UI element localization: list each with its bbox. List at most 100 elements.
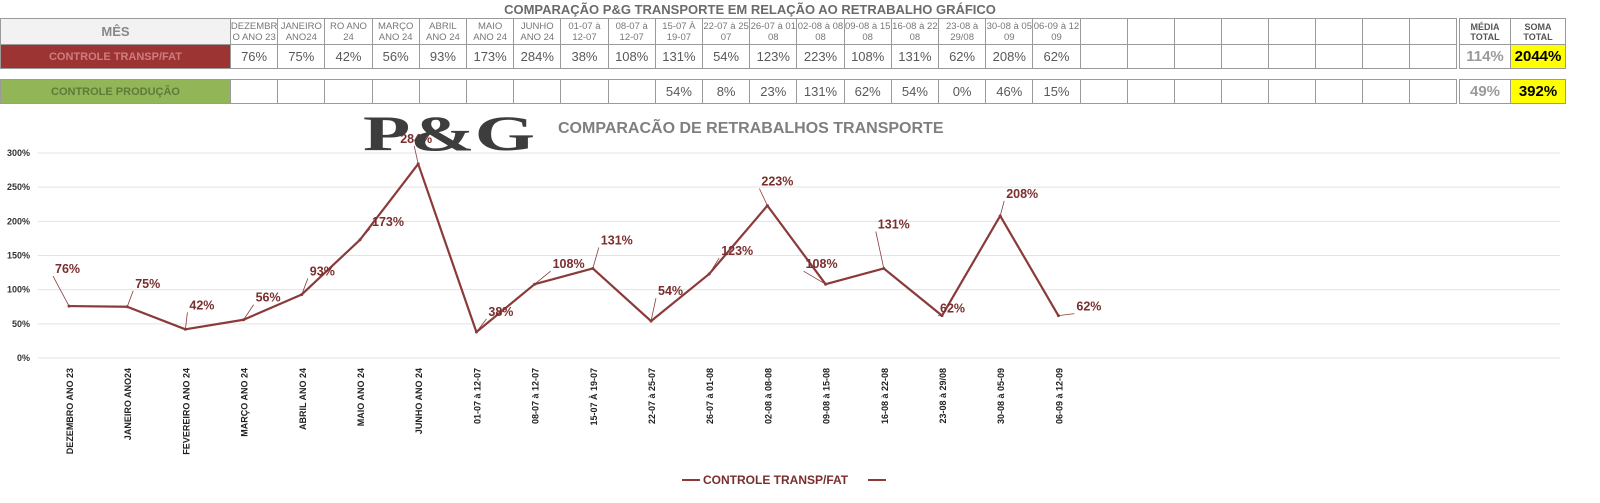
table-cell: 54%: [654, 79, 703, 104]
empty-cell: [1173, 44, 1222, 69]
leader-line: [592, 247, 600, 269]
table-cell: 123%: [749, 44, 798, 69]
table-cell: 15%: [1032, 79, 1081, 104]
data-label: 173%: [372, 215, 404, 229]
x-tick-label: 06-09 à 12-09: [1054, 368, 1064, 424]
empty-cell: [1220, 18, 1269, 45]
table-cell: 108%: [843, 44, 892, 69]
table-cell: 46%: [985, 79, 1034, 104]
period-header: MAIO ANO 24: [466, 18, 515, 45]
empty-cell: [1079, 79, 1128, 104]
empty-cell: [1267, 44, 1316, 69]
empty-cell: [1314, 18, 1363, 45]
period-header: RO ANO 24: [324, 18, 373, 45]
empty-cell: [1408, 18, 1457, 45]
leader-line: [359, 228, 371, 241]
x-tick-label: 01-07 à 12-07: [472, 368, 482, 424]
leader-line: [759, 188, 768, 206]
table-cell: 208%: [985, 44, 1034, 69]
x-tick-label: 22-07 à 25-07: [647, 368, 657, 424]
x-tick-label: FEVEREIRO ANO 24: [181, 368, 191, 455]
x-tick-label: JUNHO ANO 24: [414, 368, 424, 434]
data-label: 123%: [721, 244, 753, 258]
period-header: 02-08 à 08 08: [796, 18, 845, 45]
table-cell: [513, 79, 562, 104]
month-header: MÊS: [0, 18, 231, 45]
period-header: JANEIRO ANO24: [277, 18, 326, 45]
table-cell: [466, 79, 515, 104]
x-tick-label: 15-07 À 19-07: [589, 368, 599, 426]
data-label: 56%: [256, 291, 281, 305]
page-title: COMPARAÇÃO P&G TRANSPORTE EM RELAÇÃO AO …: [504, 2, 996, 17]
pg-logo: P&G: [363, 112, 535, 154]
leader-line: [1058, 313, 1075, 317]
period-header: 26-07 à 01 08: [749, 18, 798, 45]
x-tick-label: 16-08 à 22-08: [880, 368, 890, 424]
table-cell: 131%: [796, 79, 845, 104]
data-label: 42%: [189, 298, 214, 312]
data-label: 75%: [135, 277, 160, 291]
table-cell: 42%: [324, 44, 373, 69]
row-label-transp: CONTROLE TRANSP/FAT: [0, 44, 231, 69]
data-label: 62%: [940, 302, 965, 316]
legend-label: CONTROLE TRANSP/FAT: [703, 473, 849, 487]
soma-total-value: 2044%: [1510, 44, 1566, 69]
table-cell: 62%: [843, 79, 892, 104]
table-cell: 76%: [230, 44, 279, 69]
period-header: 16-08 à 22 08: [890, 18, 939, 45]
empty-cell: [1079, 18, 1128, 45]
data-label: 93%: [310, 264, 335, 278]
data-label: 108%: [553, 257, 585, 271]
table-cell: 23%: [749, 79, 798, 104]
y-tick-label: 50%: [12, 319, 30, 329]
table-cell: 131%: [654, 44, 703, 69]
empty-cell: [1267, 18, 1316, 45]
leader-line: [301, 278, 309, 295]
period-header: JUNHO ANO 24: [513, 18, 562, 45]
empty-cell: [1126, 44, 1175, 69]
period-header: 06-09 à 12 09: [1032, 18, 1081, 45]
table-cell: 131%: [890, 44, 939, 69]
table-cell: 8%: [702, 79, 751, 104]
x-tick-label: 02-08 à 08-08: [763, 368, 773, 424]
table-cell: [230, 79, 279, 104]
empty-cell: [1220, 79, 1269, 104]
empty-cell: [1267, 79, 1316, 104]
y-tick-label: 300%: [7, 148, 30, 158]
leader-line: [708, 257, 720, 275]
soma-total-value: 392%: [1510, 79, 1566, 104]
data-label: 76%: [55, 262, 80, 276]
table-cell: [371, 79, 420, 104]
empty-cell: [1126, 79, 1175, 104]
leader-line: [185, 312, 188, 330]
period-header: 22-07 à 25 07: [702, 18, 751, 45]
series-line: [68, 162, 1060, 334]
leader-line: [803, 270, 826, 285]
data-point: [300, 292, 304, 296]
table-cell: 62%: [938, 44, 987, 69]
x-tick-label: DEZEMBRO ANO 23: [65, 368, 75, 454]
table-cell: [277, 79, 326, 104]
media-total-value: 49%: [1459, 79, 1511, 104]
y-tick-label: 0%: [17, 353, 30, 363]
table-cell: 62%: [1032, 44, 1081, 69]
empty-cell: [1173, 79, 1222, 104]
leader-line: [650, 298, 657, 322]
table-cell: [418, 79, 467, 104]
table-cell: [607, 79, 656, 104]
x-tick-label: MARÇO ANO 24: [240, 368, 250, 437]
y-tick-label: 250%: [7, 182, 30, 192]
table-cell: 284%: [513, 44, 562, 69]
data-label: 284%: [400, 132, 432, 146]
leader-line: [534, 270, 551, 285]
x-tick-label: 09-08 à 15-08: [822, 368, 832, 424]
x-tick-label: 08-07 à 12-07: [531, 368, 541, 424]
table-cell: 108%: [607, 44, 656, 69]
empty-cell: [1126, 18, 1175, 45]
period-header: DEZEMBR O ANO 23: [230, 18, 279, 45]
period-header: MARÇO ANO 24: [371, 18, 420, 45]
period-header: 30-08 à 05 09: [985, 18, 1034, 45]
table-cell: 0%: [938, 79, 987, 104]
soma-total-header: SOMA TOTAL: [1510, 18, 1566, 45]
table-cell: 54%: [702, 44, 751, 69]
